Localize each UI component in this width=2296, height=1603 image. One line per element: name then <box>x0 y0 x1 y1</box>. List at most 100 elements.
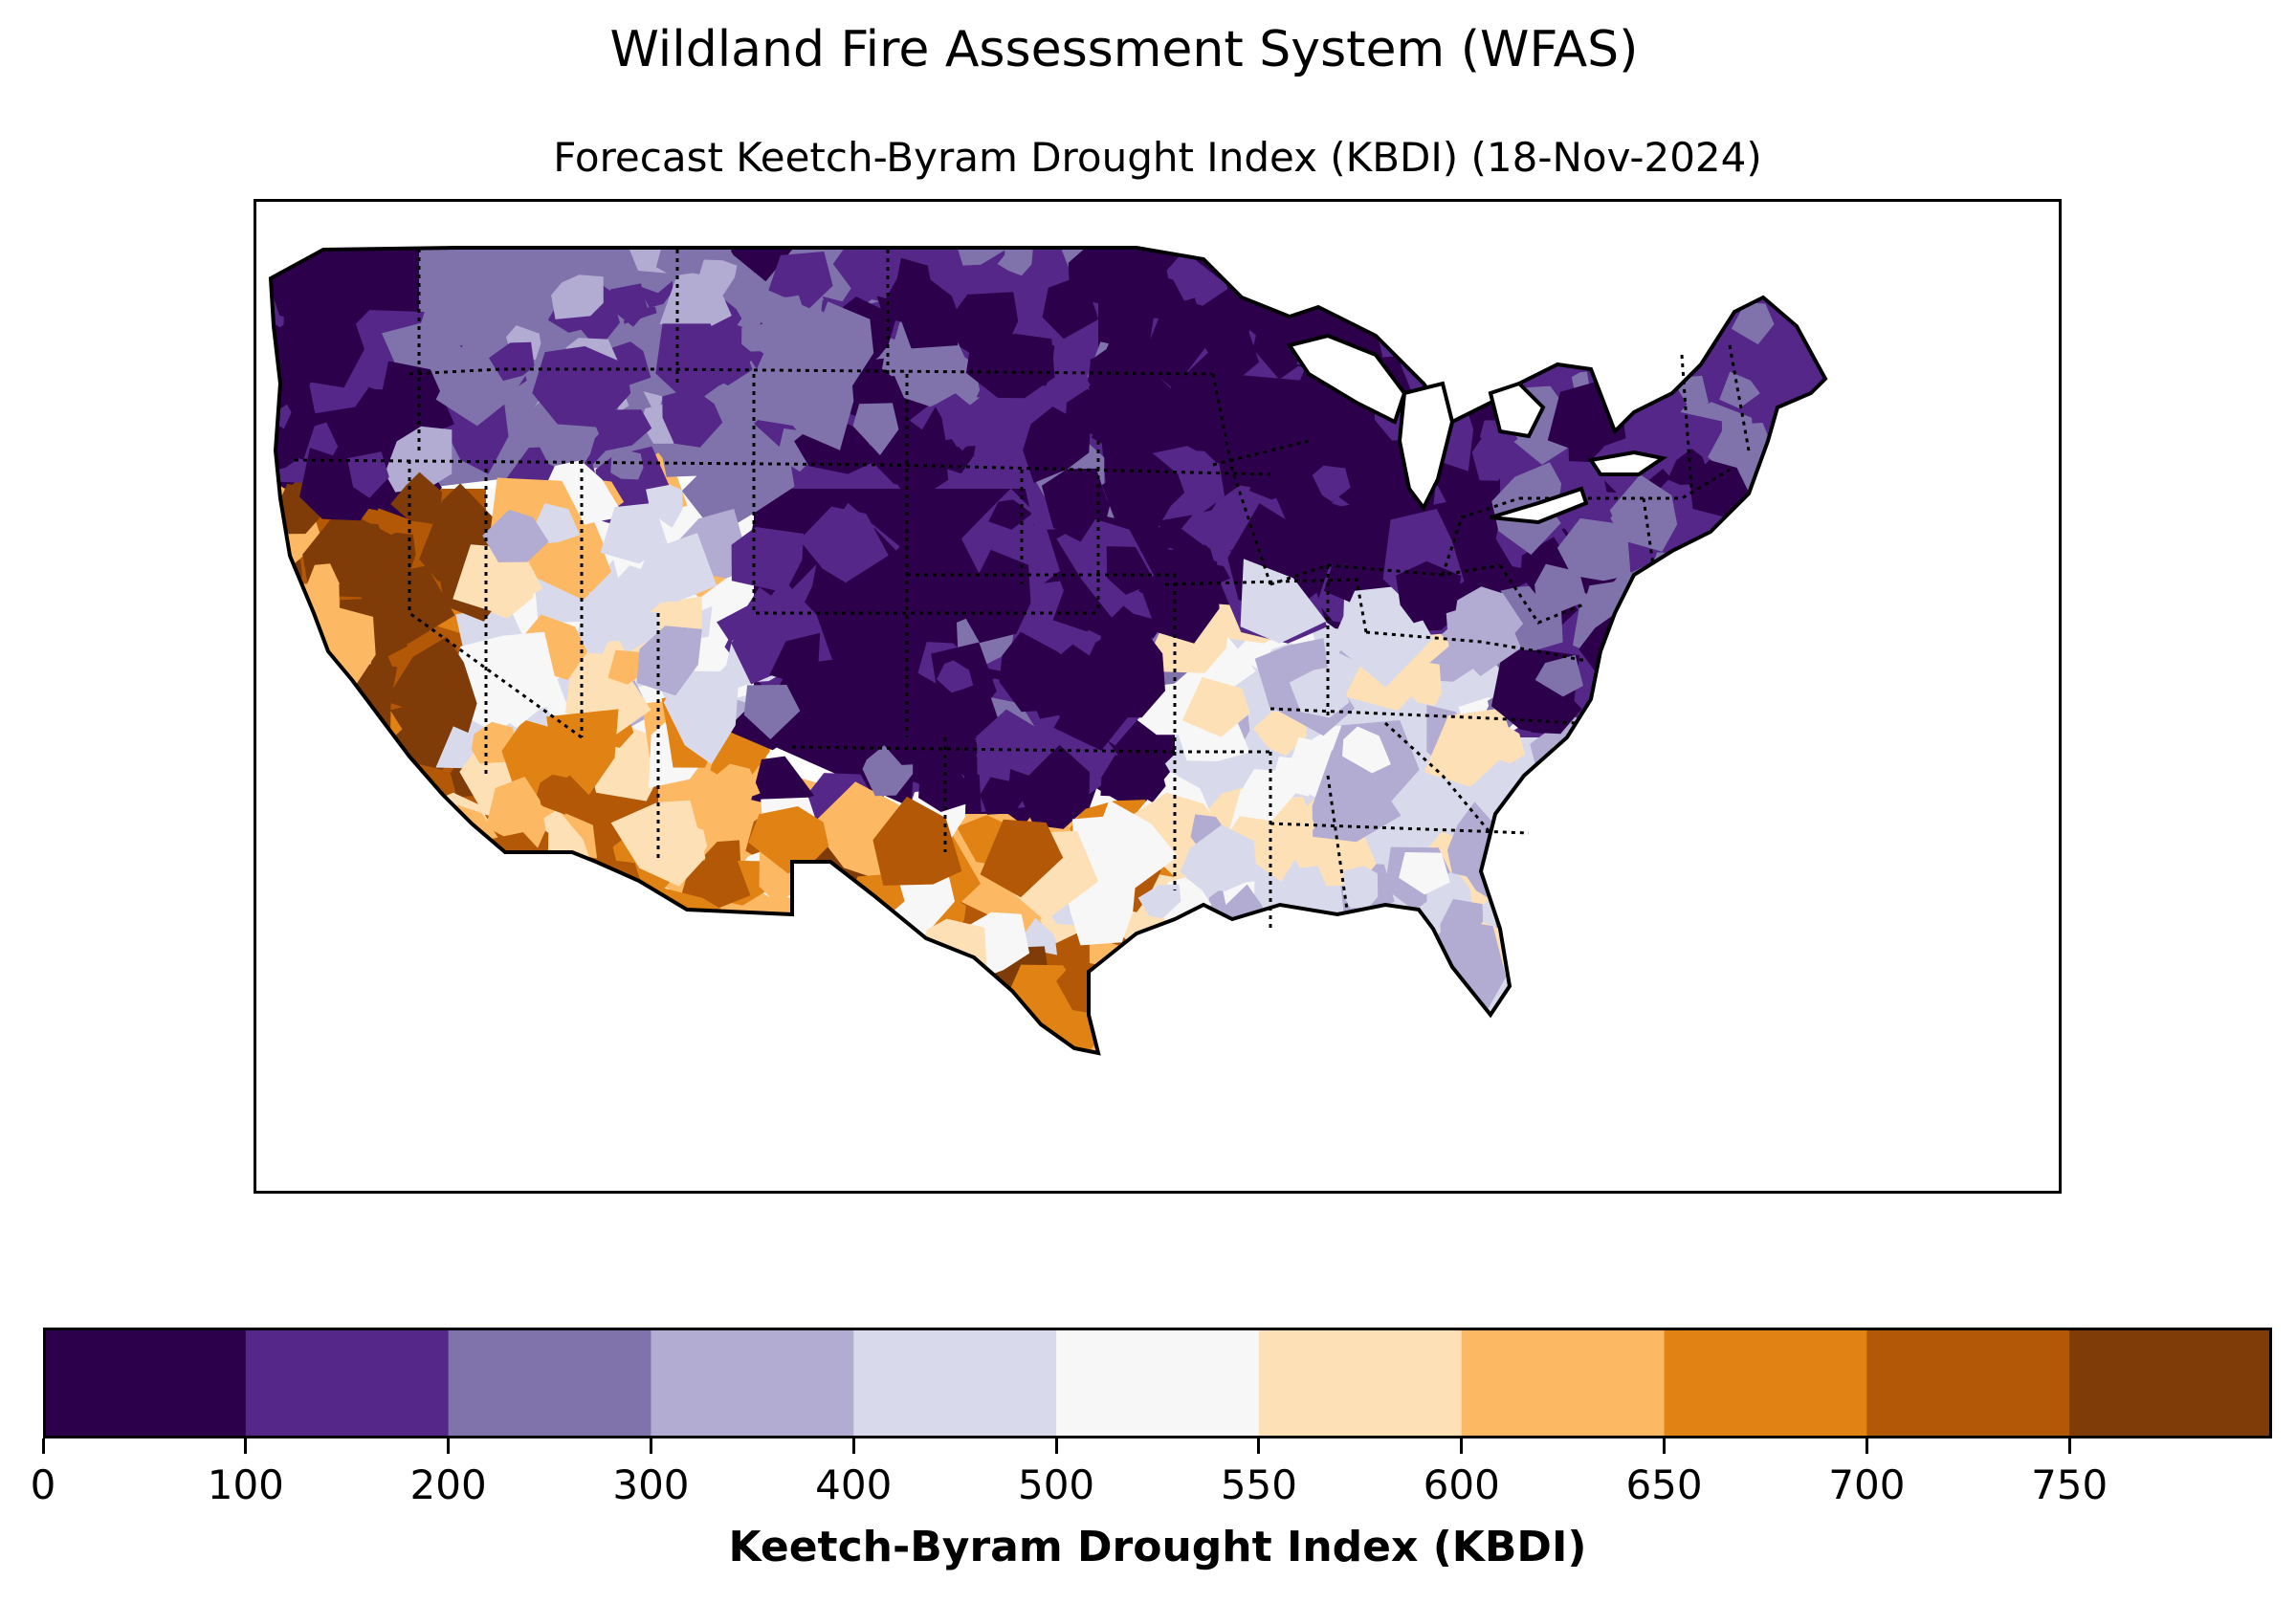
kbdi-cell <box>610 800 706 887</box>
kbdi-cell <box>593 409 652 451</box>
kbdi-cell <box>1378 261 1424 308</box>
kbdi-cell <box>1084 960 1177 1029</box>
kbdi-cell <box>1712 634 1754 671</box>
kbdi-cell <box>271 795 333 884</box>
kbdi-cell <box>536 503 581 544</box>
kbdi-cell <box>1766 602 1825 667</box>
kbdi-cell <box>1693 829 1780 907</box>
colorbar-tick-mark <box>447 1438 451 1454</box>
kbdi-cell <box>1733 528 1770 570</box>
kbdi-cell <box>1298 1012 1373 1053</box>
kbdi-cell <box>1792 248 1825 286</box>
kbdi-cell <box>381 960 417 999</box>
colorbar-bin-650-700 <box>1664 1328 1867 1438</box>
kbdi-cell <box>271 922 330 1002</box>
kbdi-cell <box>1023 406 1091 483</box>
colorbar-tick-label: 600 <box>1423 1461 1500 1508</box>
kbdi-cell <box>948 248 1005 276</box>
kbdi-cell <box>431 993 474 1044</box>
kbdi-cell <box>1815 699 1825 757</box>
kbdi-cell <box>1756 895 1815 964</box>
kbdi-cell <box>502 977 587 1053</box>
kbdi-cell <box>1424 708 1514 787</box>
kbdi-cell <box>390 472 443 524</box>
kbdi-cell <box>443 977 545 1053</box>
kbdi-cell <box>646 484 683 528</box>
kbdi-cell <box>1253 711 1307 757</box>
kbdi-cell <box>1782 806 1825 892</box>
kbdi-cell <box>1581 256 1645 333</box>
kbdi-cell <box>1674 678 1736 742</box>
kbdi-cell <box>430 946 505 1014</box>
kbdi-cell <box>1603 869 1695 946</box>
kbdi-cell <box>1711 944 1747 983</box>
kbdi-cell <box>374 805 439 863</box>
kbdi-cell <box>750 952 847 1047</box>
colorbar-bin-300-400 <box>651 1328 854 1438</box>
kbdi-cell <box>1274 984 1364 1053</box>
kbdi-cell <box>1701 715 1801 803</box>
colorbar-tick-mark <box>1460 1438 1464 1454</box>
kbdi-cell <box>535 774 580 815</box>
kbdi-cell <box>811 921 853 960</box>
kbdi-cell <box>1518 846 1571 892</box>
kbdi-cell <box>1752 977 1804 1028</box>
colorbar-bin-100-200 <box>245 1328 450 1438</box>
kbdi-cell <box>623 906 695 978</box>
kbdi-cell <box>271 842 345 906</box>
kbdi-cell <box>1520 1025 1609 1053</box>
kbdi-cell <box>1354 972 1417 1028</box>
kbdi-cell <box>1493 248 1570 318</box>
kbdi-cell <box>1254 1016 1318 1053</box>
colorbar-tick-mark <box>1257 1438 1261 1454</box>
kbdi-cell <box>1598 885 1632 928</box>
kbdi-cell <box>831 897 885 970</box>
kbdi-cell <box>443 999 486 1038</box>
kbdi-cell <box>591 906 688 987</box>
colorbar-tick-label: 400 <box>815 1461 893 1508</box>
kbdi-cell <box>1527 879 1584 944</box>
kbdi-cell <box>1776 692 1825 764</box>
kbdi-cell <box>781 1014 813 1053</box>
kbdi-cell <box>505 1022 554 1053</box>
kbdi-cell <box>937 660 974 693</box>
kbdi-cell <box>1299 1000 1379 1053</box>
kbdi-cell <box>1578 318 1620 362</box>
colorbar-tick-label: 0 <box>30 1461 56 1508</box>
kbdi-cell <box>1748 249 1792 279</box>
kbdi-cell <box>872 796 962 886</box>
kbdi-cell <box>884 982 945 1039</box>
kbdi-cell <box>1793 654 1825 707</box>
kbdi-cell <box>765 948 801 988</box>
kbdi-cell <box>1843 642 1886 677</box>
kbdi-cell <box>271 840 353 911</box>
kbdi-cell <box>1644 880 1698 929</box>
kbdi-cell <box>1769 929 1825 1001</box>
kbdi-cell <box>980 819 1064 898</box>
kbdi-cell <box>655 323 732 406</box>
kbdi-cell <box>558 864 607 915</box>
kbdi-cell <box>1653 949 1703 1023</box>
kbdi-cell <box>416 264 519 347</box>
kbdi-cell <box>1626 917 1699 968</box>
kbdi-cell <box>1624 655 1690 735</box>
kbdi-cell <box>1805 951 1825 995</box>
colorbar-label: Keetch-Byram Drought Index (KBDI) <box>728 1523 1587 1571</box>
kbdi-cell <box>550 1031 606 1053</box>
kbdi-cell <box>314 750 397 833</box>
kbdi-cell <box>1400 662 1442 706</box>
kbdi-cell <box>1269 971 1329 1038</box>
kbdi-cell <box>615 940 688 1035</box>
kbdi-cell <box>386 991 457 1053</box>
colorbar-tick-label: 100 <box>207 1461 284 1508</box>
kbdi-cell <box>1343 866 1379 909</box>
colorbar-tick-mark <box>41 1438 45 1454</box>
kbdi-cell <box>1237 769 1295 822</box>
map-panel <box>254 199 2062 1194</box>
kbdi-cell <box>1709 664 1808 756</box>
kbdi-cell <box>1318 908 1402 989</box>
kbdi-cell <box>731 527 804 593</box>
kbdi-cell <box>1188 1015 1277 1053</box>
kbdi-cell <box>610 450 644 480</box>
kbdi-cell <box>737 947 806 1016</box>
